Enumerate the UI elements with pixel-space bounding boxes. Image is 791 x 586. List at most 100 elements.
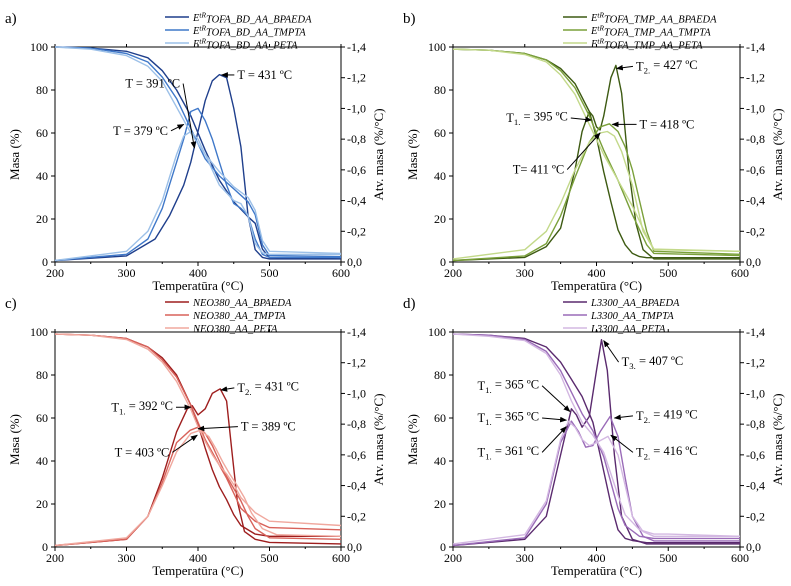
annotation-arrow (542, 416, 568, 423)
y2-tick-label: -1,4 (746, 40, 765, 54)
annotation-label: T2. = 416 ºC (636, 444, 698, 461)
y2-tick-label: -1,2 (746, 356, 765, 370)
series-line-dtg (452, 123, 741, 262)
x-tick-label: 300 (516, 266, 534, 280)
y2-tick-label: 0,0 (347, 540, 362, 554)
annotation-label: T = 379 ºC (113, 124, 168, 138)
annotation-arrow (541, 385, 571, 413)
annotation-label: T1. = 395 ºC (506, 110, 568, 127)
annotation-label: T = 389 ºC (241, 420, 296, 434)
annotation-label: T = 391 ºC (125, 77, 180, 91)
y2-tick-label: -1,2 (347, 71, 366, 85)
x-tick-label: 200 (444, 551, 462, 565)
x-tick-label: 600 (731, 266, 749, 280)
y-tick-label: 20 (36, 497, 48, 511)
plot-frame (54, 46, 342, 263)
series-line-mass (452, 333, 741, 537)
y2-tick-label: 0,0 (746, 540, 761, 554)
y2-tick-label: -0,8 (746, 132, 765, 146)
y2-tick-label: -0,6 (746, 448, 765, 462)
legend-entry: NEO380_AA_PETA (192, 324, 278, 335)
chart-panel-2: 200 300 400 500 600 0 20 40 60 80 100 0,0 -0,2 -0,4 -0… (403, 11, 785, 293)
series-line-dtg (452, 415, 740, 547)
series-line-dtg (452, 420, 740, 545)
x-tick-label: 600 (332, 551, 350, 565)
legend-entry: NEO380_AA_TMPTA (192, 311, 286, 322)
x-tick-label: 400 (588, 266, 606, 280)
annotation-label: T1. = 392 ºC (111, 399, 173, 416)
chart-panel-1: 200 300 400 500 600 0 20 40 60 80 100 0,0 -0,2 -0,4 -0… (5, 11, 386, 293)
y2-tick-label: -0,2 (746, 224, 765, 238)
x-tick-label: 300 (118, 266, 136, 280)
series-line-dtg (54, 130, 341, 262)
x-tick-label: 300 (118, 551, 136, 565)
chart-panel-3: 200 300 400 500 600 0 20 40 60 80 100 0,0 -0,2 -0,4 -0… (5, 296, 386, 578)
x-axis-label: Temperatūra (°C) (152, 278, 243, 293)
y2-axis-label: Atv. masa (%/°C) (371, 393, 386, 485)
x-tick-label: 200 (46, 266, 64, 280)
y-axis-label: Masa (%) (7, 129, 22, 180)
y-axis-label: Masa (%) (405, 129, 420, 180)
annotation-label: T1. = 365 ºC (478, 410, 540, 427)
y-tick-label: 80 (434, 368, 446, 382)
annotation-label: T2. = 419 ºC (636, 408, 698, 425)
x-axis-label: Temperatūra (°C) (551, 278, 642, 293)
series-line-mass (452, 48, 740, 259)
annotation-arrow (615, 64, 634, 71)
y2-axis-label: Atv. masa (%/°C) (371, 108, 386, 200)
y2-axis-label: Atv. masa (%/°C) (770, 108, 785, 200)
series-line-dtg (54, 388, 342, 547)
annotation-label: T = 403 ºC (115, 445, 170, 459)
y2-tick-label: 0,0 (347, 255, 362, 269)
y-tick-label: 60 (434, 126, 446, 140)
panel-label: b) (403, 11, 416, 27)
x-tick-label: 600 (731, 551, 749, 565)
annotation-label: T= 411 ºC (513, 163, 564, 177)
series-line-dtg (452, 64, 740, 262)
y2-tick-label: -0,2 (347, 509, 366, 523)
series-line-dtg (452, 339, 740, 547)
annotation-label: T1. = 365 ºC (478, 377, 540, 394)
annotation-arrow (541, 426, 567, 453)
annotation-arrow (172, 434, 198, 453)
annotation-arrow (566, 132, 601, 170)
x-tick-label: 200 (444, 266, 462, 280)
y-axis-label: Masa (%) (7, 414, 22, 465)
y-tick-label: 80 (36, 83, 48, 97)
y-tick-label: 60 (36, 126, 48, 140)
annotation-label: T2. = 427 ºC (636, 58, 698, 75)
x-tick-label: 500 (261, 551, 279, 565)
series-line-mass (54, 46, 342, 255)
annotation-arrow (570, 116, 593, 123)
y2-tick-label: -0,4 (746, 194, 765, 208)
legend-entry: EtRTOFA_BD_AA_TMPTA (192, 24, 306, 39)
y-axis-label: Masa (%) (405, 414, 420, 465)
y2-tick-label: -1,0 (347, 101, 366, 115)
annotation-arrow (170, 123, 185, 132)
y-tick-label: 60 (434, 411, 446, 425)
y2-tick-label: -1,4 (347, 40, 366, 54)
x-axis-label: Temperatūra (°C) (551, 563, 642, 578)
series-line-mass (452, 48, 741, 257)
x-tick-label: 600 (332, 266, 350, 280)
y-tick-label: 40 (434, 169, 446, 183)
y2-tick-label: -0,8 (746, 417, 765, 431)
y2-tick-label: -0,8 (347, 417, 366, 431)
y-tick-label: 100 (428, 325, 446, 339)
x-tick-label: 400 (588, 551, 606, 565)
annotation-label: T = 431 ºC (237, 68, 292, 82)
series-line-dtg (452, 130, 741, 260)
legend-entry: EtRTOFA_BD_AA_BPAEDA (192, 11, 312, 26)
annotation-arrow (220, 386, 235, 392)
y-tick-label: 100 (30, 40, 48, 54)
y2-tick-label: -0,2 (746, 509, 765, 523)
series-line-dtg (54, 73, 341, 262)
y2-tick-label: -0,4 (746, 479, 765, 493)
series-line-mass (452, 48, 741, 252)
panel-label: c) (5, 296, 17, 312)
annotation-label: T = 418 ºC (640, 117, 695, 131)
y-tick-label: 0 (440, 540, 446, 554)
series-line-dtg (54, 426, 342, 547)
series-line-mass (54, 46, 342, 260)
y2-tick-label: -0,6 (347, 448, 366, 462)
